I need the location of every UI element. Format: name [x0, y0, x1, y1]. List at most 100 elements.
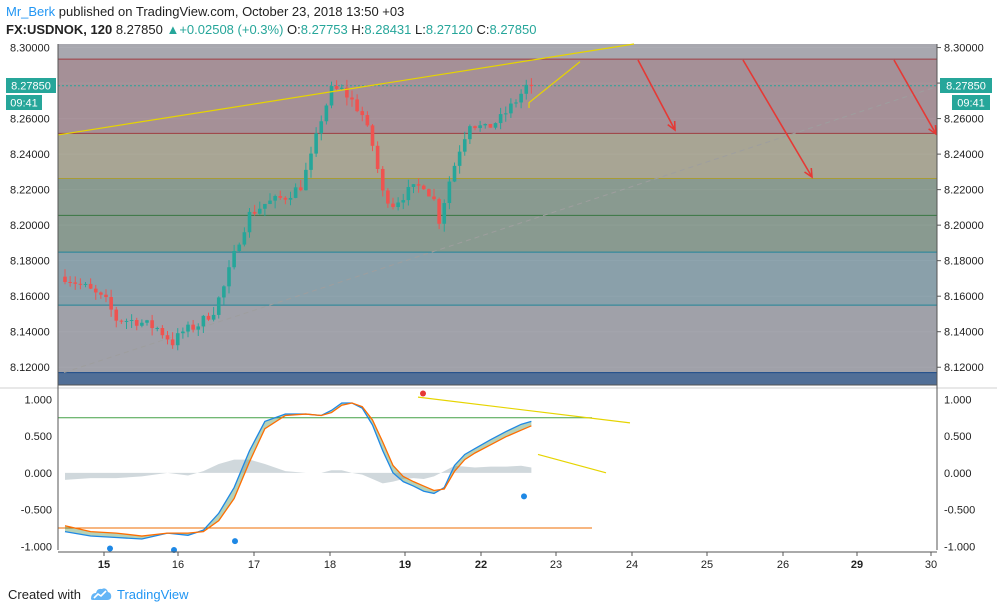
tradingview-brand-link[interactable]: TradingView: [117, 587, 189, 602]
trend-line[interactable]: [57, 43, 635, 136]
candle-body: [257, 208, 262, 214]
oscillator-tick-label-right: 0.500: [944, 431, 972, 443]
price-tick-label-left: 8.22000: [10, 185, 50, 197]
red-arrow-head[interactable]: [667, 120, 676, 132]
fibonacci-retracement[interactable]: [58, 44, 938, 385]
candle-body: [396, 202, 400, 208]
price-tick-label-left: 8.14000: [10, 327, 50, 339]
stochastic-d-line: [64, 402, 532, 537]
channel-line[interactable]: [528, 61, 581, 108]
fib-zone: [58, 372, 937, 385]
candle-body: [63, 276, 67, 282]
right-countdown-tag: [952, 95, 990, 110]
fib-zone: [58, 252, 937, 306]
candle-body: [309, 153, 313, 170]
candle-body: [134, 320, 139, 326]
signal-dot: [420, 390, 426, 397]
candle-body: [99, 292, 103, 295]
candle-body: [411, 184, 416, 187]
candle-body: [442, 203, 447, 224]
histogram-area: [65, 459, 532, 484]
candle-body: [191, 324, 195, 330]
oscillator-tick-label-left: 0.500: [24, 431, 52, 443]
candle-body: [457, 151, 462, 166]
candle-body: [247, 211, 252, 233]
axes: 8.300008.300008.280008.280008.260008.260…: [10, 43, 984, 571]
created-with-text: Created with: [8, 587, 81, 602]
oscillator-tick-label-left: 1.000: [24, 394, 52, 406]
candle-series: [63, 78, 534, 351]
candle-body: [93, 288, 98, 293]
candle-body: [155, 328, 160, 330]
price-tick-label-right: 8.22000: [944, 185, 984, 197]
candle-body: [432, 196, 436, 200]
candle-body: [498, 114, 503, 124]
low-label: L:: [415, 22, 426, 37]
price-tick-label-right: 8.18000: [944, 256, 984, 268]
chart-canvas[interactable]: 8.300008.300008.280008.280008.260008.260…: [0, 42, 997, 578]
candle-body: [129, 320, 134, 322]
time-tick-label: 18: [324, 559, 336, 571]
candle-body: [370, 125, 375, 146]
signal-dot: [232, 538, 238, 545]
left-price-tag-text: 8.27850: [11, 81, 51, 93]
price-tick-label-right: 8.16000: [944, 291, 984, 303]
red-arrow-head[interactable]: [804, 167, 813, 179]
tradingview-logo-icon[interactable]: [89, 585, 113, 603]
candle-body: [391, 203, 395, 208]
price-tick-label-left: 8.30000: [10, 43, 50, 55]
candle-body: [421, 185, 426, 190]
drawings[interactable]: [57, 43, 937, 179]
red-arrow-head[interactable]: [928, 124, 937, 136]
divergence-line[interactable]: [417, 396, 631, 424]
candle-body: [196, 326, 201, 330]
candle-body: [232, 251, 236, 268]
candle-body: [83, 283, 88, 285]
candle-body: [365, 115, 370, 126]
candle-body: [283, 197, 288, 200]
candle-body: [88, 283, 93, 289]
candle-body: [304, 169, 308, 191]
candle-body: [140, 322, 144, 326]
left-countdown-tag: [6, 95, 42, 110]
candle-body: [324, 105, 329, 122]
candle-body: [519, 93, 523, 103]
candle-body: [483, 123, 488, 126]
candle-body: [375, 145, 380, 169]
open-value: 8.27753: [300, 22, 348, 37]
divergence-line[interactable]: [537, 453, 607, 474]
fib-trend-line[interactable]: [63, 86, 938, 374]
candle-body: [416, 184, 421, 186]
signal-dot: [521, 493, 527, 500]
candle-body: [380, 168, 385, 191]
red-arrow-line[interactable]: [742, 59, 813, 178]
price-tick-label-right: 8.14000: [944, 327, 984, 339]
red-arrow-line[interactable]: [637, 59, 676, 131]
price-change: +0.02508 (+0.3%): [179, 22, 284, 37]
candle-body: [165, 335, 170, 340]
candle-body: [360, 111, 365, 116]
candle-body: [73, 282, 78, 284]
close-value: 8.27850: [489, 22, 537, 37]
price-tick-label-right: 8.26000: [944, 114, 984, 126]
price-tick-label-left: 8.24000: [10, 149, 50, 161]
oscillator-tick-label-left: -0.500: [21, 505, 52, 517]
right-price-tag-text: 8.27850: [946, 81, 986, 93]
candle-body: [488, 123, 493, 128]
candle-body: [145, 320, 149, 323]
candle-body: [386, 190, 390, 204]
author-link[interactable]: Mr_Berk: [6, 4, 56, 19]
candle-body: [227, 267, 231, 287]
time-tick-label: 29: [851, 559, 863, 571]
time-tick-label: 23: [550, 559, 562, 571]
candle-body: [216, 297, 221, 315]
candle-body: [345, 87, 349, 98]
time-tick-label: 22: [475, 559, 487, 571]
change-up-icon: ▲: [166, 22, 180, 37]
symbol-info: FX:USDNOK, 120 8.27850 ▲+0.02508 (+0.3%)…: [6, 22, 536, 37]
candle-body: [406, 186, 411, 201]
candle-body: [170, 339, 175, 346]
red-arrow-line[interactable]: [893, 59, 937, 135]
close-label: C:: [476, 22, 490, 37]
candle-body: [447, 181, 452, 204]
